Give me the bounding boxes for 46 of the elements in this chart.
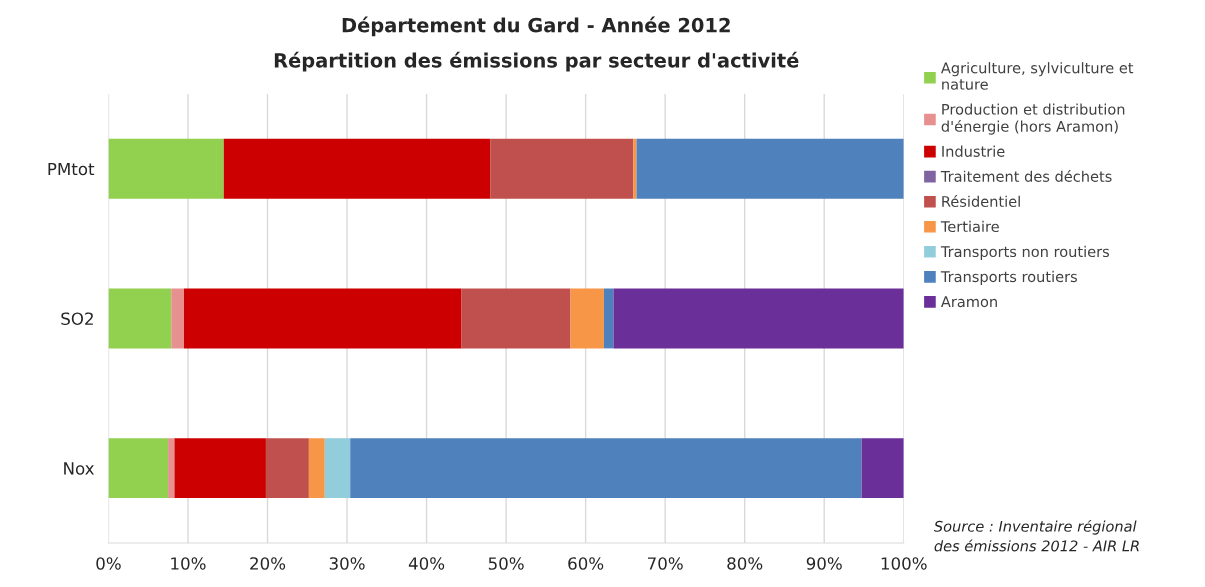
bar (490, 138, 634, 199)
x-tick-label: 40% (408, 557, 445, 570)
y-tick-label: Nox (64, 462, 95, 475)
bar (108, 138, 224, 199)
bar (461, 288, 571, 349)
y-tick-label: PMtot (48, 162, 95, 176)
bar (603, 288, 614, 349)
y-tick-label: SO2 (61, 312, 93, 326)
x-tick-label: 90% (806, 557, 842, 570)
legend-label: Industrie (942, 145, 1005, 157)
bar (265, 438, 309, 499)
x-tick-label: 10% (171, 557, 206, 570)
x-tick-label: 30% (329, 557, 365, 570)
legend-label: Résidentiel (942, 195, 1020, 207)
legend-label: Aramon (940, 296, 997, 308)
x-tick-label: 70% (648, 557, 683, 570)
bar (636, 138, 904, 199)
bar (350, 438, 862, 499)
legend-label: Production et distribution d'énergie (hors Aramon) (941, 103, 1125, 135)
x-tick-label: 60% (568, 557, 604, 570)
legend-label: Transports routiers (940, 270, 1077, 285)
x-tick-label: 80% (727, 557, 763, 570)
x-tick-label: 0% (96, 557, 121, 570)
legend-label: Tertiaire (940, 220, 999, 233)
bar (613, 288, 904, 349)
bar (184, 288, 462, 349)
legend-label: Transports non routiers (940, 245, 1110, 260)
bar (570, 288, 604, 349)
bar (108, 438, 169, 499)
bar (223, 138, 491, 199)
bar (308, 438, 325, 499)
x-tick-label: 100% (881, 557, 927, 570)
bar (168, 438, 175, 499)
x-tick-label: 20% (250, 557, 286, 570)
source-note: Source : Inventaire régional des émissions 2012 - AIR LR (933, 519, 1139, 552)
chart-subtitle: Répartition des émissions par secteur d'activité (274, 51, 799, 72)
bar (108, 288, 172, 349)
legend-label: Traitement des déchets (940, 170, 1112, 182)
bar (174, 438, 266, 499)
x-tick-label: 50% (488, 557, 524, 570)
bar (633, 138, 637, 199)
bar (171, 288, 184, 349)
legend-label: Agriculture, sylviculture et nature (940, 62, 1134, 90)
bar (324, 438, 351, 499)
chart-title: Département du Gard - Année 2012 (342, 16, 730, 37)
bar (861, 438, 904, 499)
